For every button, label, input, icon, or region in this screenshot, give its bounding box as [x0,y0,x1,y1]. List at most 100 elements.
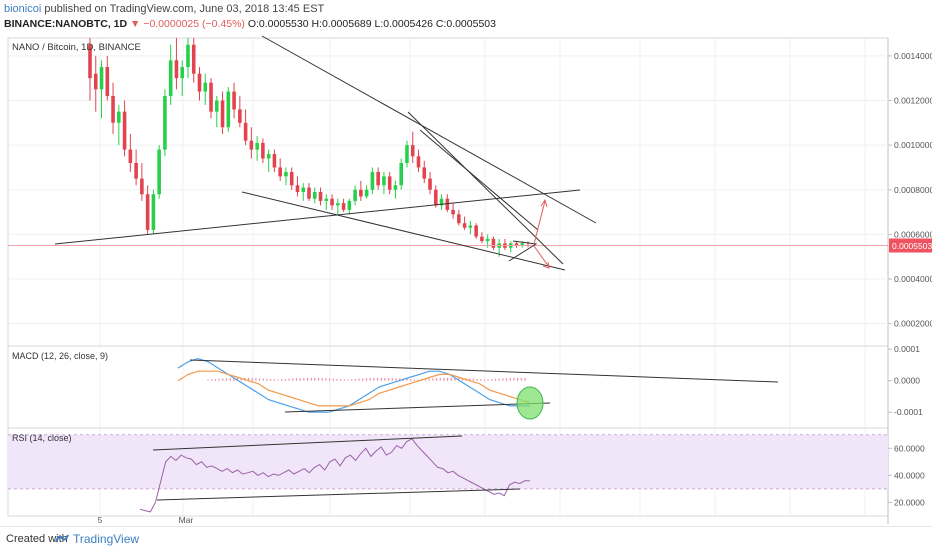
candle-body [445,198,450,210]
macd-trend-line [189,359,779,383]
candle-body [140,178,144,195]
rsi-line [139,438,530,513]
change-label: ▼ −0.0000025 (−0.45%) [130,18,245,30]
candle-body [289,171,294,186]
candle-body [353,189,357,201]
symbol-label: BINANCE:NANOBTC, 1D [4,18,128,30]
candle-body [514,243,519,246]
candle-body [468,225,473,228]
rsi-trend-line [156,488,521,501]
candle-body [191,44,196,74]
trend-line [419,129,539,231]
candle-body [393,185,398,190]
price-pane-title: NANO / Bitcoin, 1D, BINANCE [12,42,141,53]
tradingview-logo-icon [55,534,69,543]
last-price-label: 0.0005503 [892,241,932,251]
candle-body [278,167,282,177]
breakdown-arrow [533,245,550,268]
created-with-label: Created with [6,533,68,545]
candle-body [451,209,455,215]
trend-line [54,189,581,245]
breakdown-arrowhead [542,261,550,269]
candle-body [295,185,300,192]
y-tick-label: 0.0008000 [894,185,932,195]
y-tick-label: 0.0006000 [894,229,932,239]
candle-body [382,176,386,186]
macd-series-line [177,357,530,413]
tradingview-brand[interactable]: TradingView [73,532,140,546]
candle-body [266,154,271,159]
candle-body [428,178,432,190]
rsi-band [8,434,888,489]
candle-body [324,198,329,201]
triangle-pattern [508,240,538,262]
rsi-trend-line [152,435,463,451]
y-tick-label: 0.0002000 [894,319,932,329]
header: bionicoi published on TradingView.com, J… [0,0,932,34]
candle-body [399,162,403,186]
rsi-y-tick-label: 40.0000 [894,470,925,480]
ohlc-values: O:0.0005530 H:0.0005689 L:0.0005426 C:0.… [247,18,496,30]
macd-highlight-ellipse [516,386,544,420]
candle-body [307,187,311,199]
candle-body [111,96,115,123]
candle-body [434,189,438,206]
candle-body [168,60,173,97]
footer: Created with TradingView [0,526,932,551]
candle-body [312,192,317,199]
y-tick-label: 0.0014000 [894,51,932,61]
breakout-up-arrow [533,200,546,245]
candle-body [491,238,496,248]
x-tick-label: 5 [98,515,103,525]
trend-line [241,191,566,271]
candle-body [220,100,225,128]
candle-body [157,149,161,195]
macd-title-bg [9,349,121,363]
candle-body [485,238,490,242]
candle-body [387,176,392,190]
candle-body [99,67,104,90]
macd-y-tick-label: 0.0000 [894,376,920,386]
candle-body [462,223,467,228]
candle-body [238,109,242,123]
publish-info: bionicoi published on TradingView.com, J… [4,3,324,15]
candle-body [410,145,415,157]
candle-body [359,189,363,197]
rsi-pane-title: RSI (14, close) [12,433,72,443]
y-tick-label: 0.0010000 [894,140,932,150]
candle-body [197,73,202,92]
candle-body [370,171,375,190]
candle-body [255,142,259,150]
publish-text: published on TradingView.com, June 03, 2… [44,3,325,15]
candle-body [272,154,277,168]
candle-body [336,203,340,206]
candle-body [301,187,306,192]
candle-body [243,122,248,141]
candle-body [457,214,461,224]
candle-body [203,82,208,92]
y-tick-label: 0.0012000 [894,95,932,105]
candle-body [261,142,265,159]
author-link[interactable]: bionicoi [4,3,42,15]
y-tick-label: 0.0004000 [894,274,932,284]
trend-line [407,111,564,265]
candle-body [422,167,427,179]
last-price-tag [889,238,932,253]
chart-canvas[interactable]: 0.0014000 0.0012000 0.0010000 0.0008000 0.00… [0,34,932,526]
candle-body [330,198,334,206]
candle-body [249,140,254,150]
macd-trend-line [284,402,551,413]
rsi-y-tick-label: 60.0000 [894,443,925,453]
x-tick-label: Mar [179,515,194,525]
candle-body [180,67,184,79]
candle-body [480,236,484,242]
candle-body [416,156,421,168]
candle-body [186,44,190,68]
trend-line [261,35,597,224]
candle-body [318,192,323,201]
rsi-y-tick-label: 20.0000 [894,497,925,507]
candle-body [163,96,167,150]
candle-body [209,82,213,112]
candle-body [341,203,346,210]
candle-body [347,200,352,210]
